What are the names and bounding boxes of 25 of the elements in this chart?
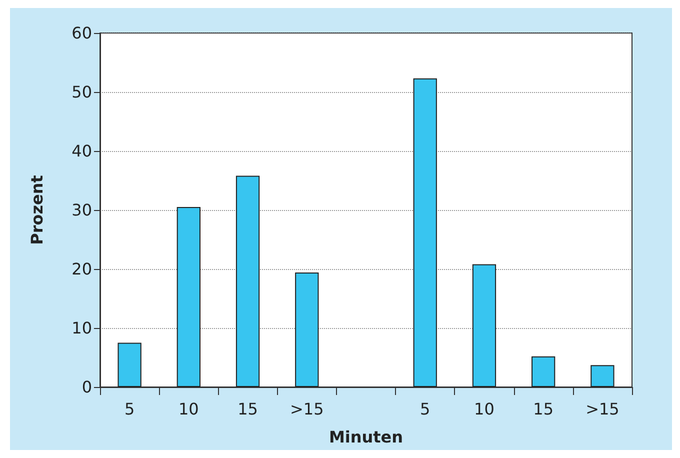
x-tick-label: 15 [238,400,258,418]
x-tick-label: 5 [420,400,430,418]
x-axis-title: Minuten [328,428,404,446]
x-tick-label: 5 [124,400,135,418]
bar [118,342,142,387]
y-axis-title: Prozent [28,174,46,245]
x-tick-label: 10 [178,400,199,418]
bar [295,272,319,387]
bar [236,176,260,387]
y-tick-label: 30 [72,200,92,220]
bar [413,78,437,387]
bar [472,264,496,387]
x-tick-label: >15 [586,400,620,418]
y-tick-label: 20 [72,260,92,278]
y-tick-label: 60 [72,24,92,42]
y-tick-label: 10 [72,318,92,338]
x-tick-label: 10 [474,400,494,418]
y-tick-label: 40 [72,142,92,160]
bar [532,356,556,387]
x-tick-label: >15 [290,400,324,418]
y-tick-label: 0 [82,378,92,396]
x-tick-label: 15 [533,400,554,418]
y-tick-label: 50 [72,82,92,102]
bar [590,365,614,387]
bar [176,207,200,387]
